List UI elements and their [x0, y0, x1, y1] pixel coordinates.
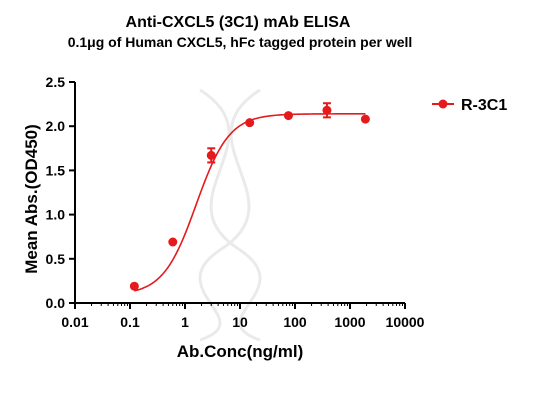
x-axis: 0.01 0.1 1 10 100 1000 10000 — [61, 302, 425, 330]
data-point — [129, 281, 139, 291]
data-point — [168, 237, 178, 247]
x-tick-label: 0.01 — [61, 314, 88, 330]
y-axis: 0.0 0.5 1.0 1.5 2.0 2.5 — [46, 74, 76, 311]
chart-title: Anti-CXCL5 (3C1) mAb ELISA — [126, 14, 351, 31]
y-tick-label: 1.5 — [46, 162, 66, 178]
data-point — [245, 118, 255, 128]
x-tick-label: 1 — [181, 314, 189, 330]
y-axis-label: Mean Abs.(OD450) — [22, 124, 41, 274]
data-point — [206, 150, 216, 160]
x-tick-label: 1000 — [334, 314, 365, 330]
legend: R-3C1 — [432, 97, 507, 114]
legend-label: R-3C1 — [461, 97, 507, 114]
x-tick-label: 10000 — [386, 314, 425, 330]
chart-subtitle: 0.1μg of Human CXCL5, hFc tagged protein… — [68, 34, 413, 50]
x-tick-label: 10 — [232, 314, 248, 330]
y-tick-label: 0.5 — [46, 251, 66, 267]
y-tick-label: 2.5 — [46, 74, 66, 90]
y-tick-label: 2.0 — [46, 118, 66, 134]
x-axis-label: Ab.Conc(ng/ml) — [177, 342, 304, 361]
x-tick-label: 100 — [283, 314, 307, 330]
legend-marker — [438, 99, 448, 109]
data-point — [360, 114, 370, 124]
x-tick-label: 0.1 — [120, 314, 140, 330]
data-point — [283, 111, 293, 121]
y-tick-label: 1.0 — [46, 207, 66, 223]
data-point — [322, 105, 332, 115]
y-tick-label: 0.0 — [46, 295, 66, 311]
data-points-layer — [129, 102, 370, 291]
